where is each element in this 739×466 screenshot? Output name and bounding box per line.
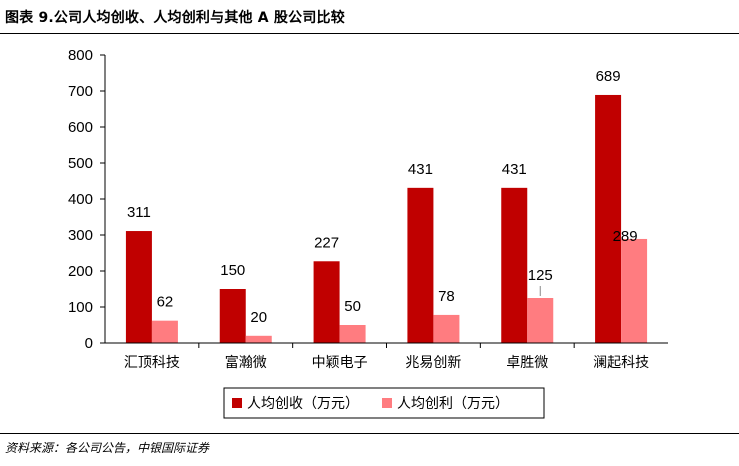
profit-bar — [621, 238, 648, 343]
data-label: 689 — [596, 68, 621, 85]
y-tick-label: 100 — [68, 299, 93, 316]
x-axis: 汇顶科技 富瀚微 中颖电子 兆易创新 卓胜微 澜起科技 — [105, 342, 668, 371]
data-label: 431 — [502, 161, 527, 178]
revenue-bar — [501, 187, 528, 343]
revenue-bar — [595, 94, 622, 344]
data-label: 227 — [314, 234, 339, 251]
profit-bar — [433, 314, 460, 343]
y-tick-label: 800 — [68, 47, 93, 64]
x-tick-label: 汇顶科技 — [124, 355, 180, 371]
x-tick-label: 富瀚微 — [225, 354, 267, 371]
profit-bar — [527, 298, 554, 343]
data-label: 150 — [220, 262, 245, 279]
x-tick-label: 兆易创新 — [405, 355, 461, 371]
y-axis: 0 100 200 300 400 500 600 700 800 — [68, 47, 106, 352]
x-tick-label: 中颖电子 — [312, 355, 368, 371]
bar-chart: 0 100 200 300 400 500 600 700 800 311 62 150 20 227 5… — [68, 47, 668, 419]
data-label: 289 — [613, 228, 638, 245]
data-label: 431 — [408, 161, 433, 178]
profit-bar — [245, 335, 272, 343]
y-tick-label: 500 — [68, 155, 93, 172]
figure-title: 图表 9.公司人均创收、人均创利与其他 A 股公司比较 — [5, 10, 345, 26]
y-tick-label: 700 — [68, 83, 93, 100]
y-tick-label: 400 — [68, 191, 93, 208]
x-tick-label: 澜起科技 — [593, 355, 649, 371]
data-label: 78 — [438, 288, 455, 305]
source-note: 资料来源：各公司公告，中银国际证券 — [5, 441, 210, 455]
bar-group — [125, 94, 648, 344]
data-label: 50 — [344, 298, 361, 315]
revenue-bar — [219, 289, 246, 343]
revenue-bar — [313, 261, 340, 343]
title-rule — [0, 33, 739, 34]
legend-entry: 人均创利（万元） — [397, 396, 509, 412]
footer-rule — [0, 433, 739, 434]
y-tick-label: 300 — [68, 227, 93, 244]
data-label: 62 — [157, 294, 174, 311]
data-label: 20 — [250, 309, 267, 326]
y-tick-label: 200 — [68, 263, 93, 280]
data-label: 311 — [127, 204, 151, 221]
legend-swatch — [232, 398, 242, 408]
data-labels: 311 62 150 20 227 50 431 78 431 125 689 289 — [127, 68, 638, 326]
y-tick-label: 0 — [85, 335, 93, 352]
revenue-bar — [407, 187, 434, 343]
revenue-bar — [125, 231, 152, 343]
legend-swatch — [382, 398, 392, 408]
profit-bar — [151, 320, 178, 343]
y-tick-label: 600 — [68, 119, 93, 136]
legend: 人均创收（万元） 人均创利（万元） — [223, 387, 545, 419]
profit-bar — [339, 325, 366, 343]
legend-entry: 人均创收（万元） — [247, 396, 359, 412]
x-tick-label: 卓胜微 — [506, 355, 548, 371]
data-label: 125 — [528, 267, 553, 284]
